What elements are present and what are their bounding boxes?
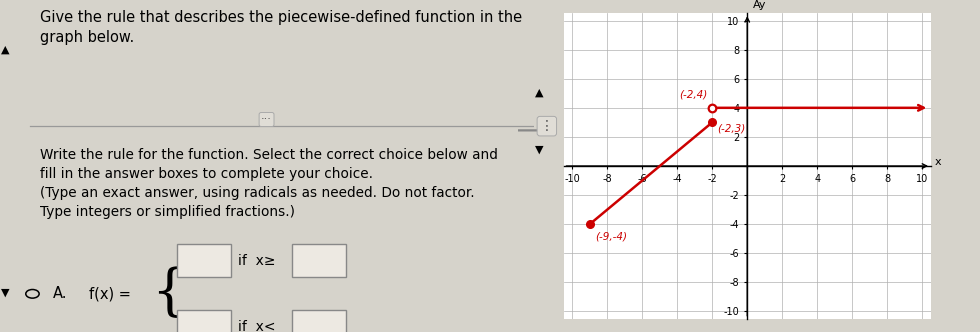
FancyBboxPatch shape (292, 310, 346, 332)
Text: A.: A. (53, 286, 68, 301)
Text: x: x (935, 157, 941, 167)
Text: if  x≥: if x≥ (238, 254, 275, 268)
Text: ⋮: ⋮ (540, 119, 554, 133)
FancyBboxPatch shape (176, 244, 230, 277)
Text: Ay: Ay (753, 0, 766, 10)
Text: Write the rule for the function. Select the correct choice below and
fill in the: Write the rule for the function. Select … (40, 148, 498, 218)
FancyBboxPatch shape (176, 310, 230, 332)
Text: if  x<: if x< (238, 320, 275, 332)
Text: ▼: ▼ (535, 144, 543, 154)
Text: ▼: ▼ (1, 287, 9, 297)
Text: ▲: ▲ (1, 45, 9, 55)
Text: {: { (151, 267, 186, 321)
Text: ▲: ▲ (535, 88, 543, 98)
Text: (-2,4): (-2,4) (679, 89, 707, 99)
FancyBboxPatch shape (292, 244, 346, 277)
Text: (-2,3): (-2,3) (717, 124, 746, 134)
Text: Give the rule that describes the piecewise-defined function in the
graph below.: Give the rule that describes the piecewi… (40, 10, 522, 45)
Text: |: | (514, 122, 544, 131)
Text: (-9,-4): (-9,-4) (595, 231, 627, 241)
Text: f(x) =: f(x) = (89, 286, 131, 301)
Text: ···: ··· (261, 115, 272, 124)
